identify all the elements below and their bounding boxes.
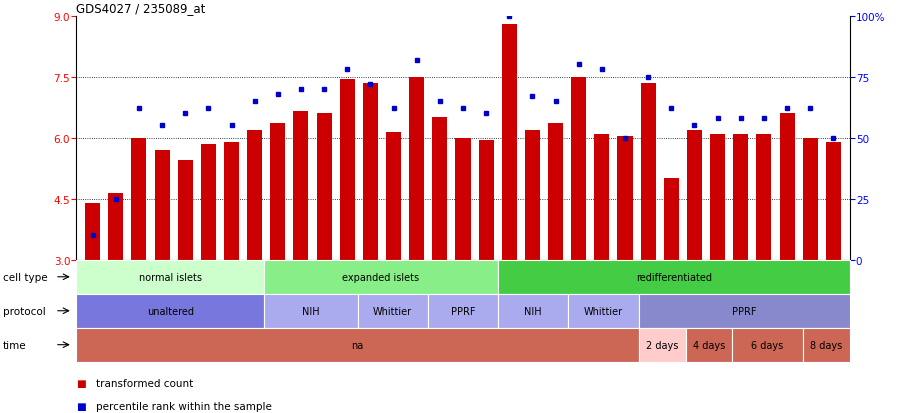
Bar bbox=[340, 79, 355, 260]
Text: NIH: NIH bbox=[302, 306, 319, 316]
Bar bbox=[502, 25, 517, 260]
Text: expanded islets: expanded islets bbox=[343, 272, 420, 282]
Text: NIH: NIH bbox=[524, 306, 542, 316]
Bar bbox=[618, 136, 633, 260]
Text: Whittier: Whittier bbox=[373, 306, 413, 316]
Text: percentile rank within the sample: percentile rank within the sample bbox=[96, 401, 272, 411]
Text: PPRF: PPRF bbox=[732, 306, 756, 316]
Text: cell type: cell type bbox=[3, 272, 48, 282]
Bar bbox=[85, 203, 100, 260]
Text: 2 days: 2 days bbox=[646, 340, 679, 350]
Bar bbox=[247, 130, 263, 260]
Bar bbox=[200, 145, 216, 260]
Text: redifferentiated: redifferentiated bbox=[636, 272, 712, 282]
Bar bbox=[571, 78, 586, 260]
Bar bbox=[756, 134, 771, 260]
Bar bbox=[432, 118, 448, 260]
Text: 6 days: 6 days bbox=[752, 340, 784, 350]
Text: PPRF: PPRF bbox=[450, 306, 476, 316]
Text: ■: ■ bbox=[76, 378, 86, 388]
Text: 4 days: 4 days bbox=[693, 340, 725, 350]
Bar bbox=[108, 193, 123, 260]
Bar bbox=[663, 179, 679, 260]
Bar bbox=[478, 140, 494, 260]
Bar bbox=[363, 83, 378, 260]
Bar bbox=[826, 142, 841, 260]
Bar bbox=[548, 124, 563, 260]
Bar bbox=[293, 112, 308, 260]
Bar bbox=[155, 150, 170, 260]
Text: transformed count: transformed count bbox=[96, 378, 193, 388]
Text: na: na bbox=[352, 340, 364, 350]
Bar bbox=[131, 138, 147, 260]
Bar bbox=[710, 134, 725, 260]
Bar bbox=[224, 142, 239, 260]
Bar bbox=[271, 124, 285, 260]
Bar bbox=[803, 138, 818, 260]
Bar bbox=[525, 130, 540, 260]
Text: time: time bbox=[3, 340, 26, 350]
Bar bbox=[641, 83, 655, 260]
Text: normal islets: normal islets bbox=[138, 272, 201, 282]
Text: 8 days: 8 days bbox=[810, 340, 842, 350]
Bar bbox=[687, 130, 702, 260]
Bar bbox=[779, 114, 795, 260]
Bar bbox=[409, 78, 424, 260]
Bar bbox=[178, 161, 192, 260]
Text: unaltered: unaltered bbox=[147, 306, 193, 316]
Bar bbox=[456, 138, 470, 260]
Text: ■: ■ bbox=[76, 401, 86, 411]
Text: protocol: protocol bbox=[3, 306, 46, 316]
Bar bbox=[386, 132, 401, 260]
Text: Whittier: Whittier bbox=[584, 306, 623, 316]
Bar bbox=[316, 114, 332, 260]
Bar bbox=[734, 134, 748, 260]
Text: GDS4027 / 235089_at: GDS4027 / 235089_at bbox=[76, 2, 206, 15]
Bar bbox=[594, 134, 610, 260]
